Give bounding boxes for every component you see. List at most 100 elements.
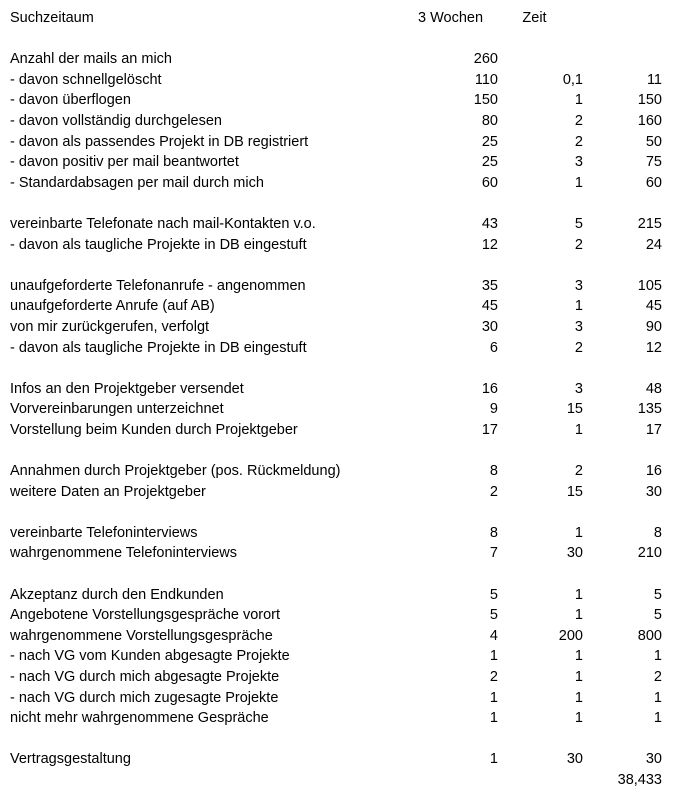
row-label <box>10 729 418 750</box>
total-time-cell <box>583 29 662 50</box>
total-time-cell: 75 <box>645 154 662 171</box>
time-per-item-cell: 1 <box>574 586 583 603</box>
total-time-cell: 210 <box>637 545 662 562</box>
total-time-cell: 8 <box>653 524 662 541</box>
time-per-item-cell <box>498 49 583 70</box>
time-per-item-cell: 1 <box>574 298 583 315</box>
row-label <box>10 440 418 461</box>
table-row: Angebotene Vorstellungsgespräche vorort … <box>10 605 674 626</box>
count-3-wochen-cell: 25 <box>481 154 498 171</box>
row-label <box>10 502 418 523</box>
count-3-wochen-cell: 2 <box>489 669 498 685</box>
row-label: von mir zurückgerufen, verfolgt <box>10 318 210 335</box>
total-time-cell: 135 <box>637 401 662 418</box>
count-3-wochen-cell: 16 <box>481 380 498 397</box>
row-label: wahrgenommene Vorstellungsgespräche <box>10 627 273 644</box>
total-time-cell <box>583 729 662 750</box>
table-row: Vorvereinbarungen unterzeichnet 9 15 135 <box>10 399 674 420</box>
count-3-wochen-cell: 8 <box>489 524 498 541</box>
table-row <box>10 193 674 214</box>
row-label: - nach VG vom Kunden abgesagte Projekte <box>10 648 290 665</box>
count-3-wochen-cell: 35 <box>481 277 498 294</box>
time-per-item-cell: 2 <box>574 463 583 480</box>
time-per-item-cell <box>498 564 583 585</box>
time-per-item-cell: 1 <box>574 607 583 624</box>
time-per-item-cell: 30 <box>566 751 583 768</box>
count-3-wochen-cell: 17 <box>481 421 498 438</box>
time-per-item-cell: 3 <box>574 277 583 294</box>
row-label: - davon schnellgelöscht <box>10 71 162 88</box>
row-label: Vorvereinbarungen unterzeichnet <box>10 401 224 418</box>
header-search-period-label: Suchzeitaum <box>10 10 94 26</box>
time-per-item-cell: 2 <box>574 339 583 356</box>
total-time-cell: 105 <box>637 277 662 294</box>
table-row <box>10 564 674 585</box>
count-3-wochen-cell <box>418 193 498 214</box>
count-3-wochen-cell <box>418 29 498 50</box>
row-label: - davon als taugliche Projekte in DB ein… <box>10 236 307 253</box>
table-row <box>10 29 674 50</box>
header-col-zeit: Zeit <box>522 10 547 26</box>
total-time-cell: 50 <box>645 133 662 150</box>
total-time-cell: 12 <box>645 339 662 356</box>
total-time-cell: 60 <box>645 174 662 191</box>
header-row: Suchzeitaum 3 Wochen Zeit <box>10 8 674 29</box>
row-label <box>10 29 418 50</box>
table-row: vereinbarte Telefoninterviews 8 1 8 <box>10 523 674 544</box>
total-time-cell: 45 <box>645 298 662 315</box>
count-3-wochen-cell: 2 <box>489 483 498 500</box>
total-time-cell: 17 <box>645 421 662 438</box>
row-label: Vorstellung beim Kunden durch Projektgeb… <box>10 421 298 438</box>
total-time-cell <box>583 440 662 461</box>
table-row: - nach VG durch mich zugesagte Projekte … <box>10 688 674 709</box>
time-per-item-cell: 3 <box>574 154 583 171</box>
time-per-item-cell <box>498 729 583 750</box>
total-time-cell: 30 <box>645 751 662 768</box>
time-per-item-cell <box>498 255 583 276</box>
row-label: nicht mehr wahrgenommene Gespräche <box>10 710 269 727</box>
total-time-cell: 16 <box>645 463 662 480</box>
row-label <box>10 770 418 791</box>
table-row: wahrgenommene Telefoninterviews 7 30 210 <box>10 543 674 564</box>
time-per-item-cell: 1 <box>574 524 583 541</box>
count-3-wochen-cell <box>418 729 498 750</box>
time-per-item-cell: 2 <box>574 133 583 150</box>
time-per-item-cell <box>498 440 583 461</box>
row-label: Akzeptanz durch den Endkunden <box>10 586 224 603</box>
time-per-item-cell: 1 <box>574 92 583 109</box>
table-row: Vorstellung beim Kunden durch Projektgeb… <box>10 420 674 441</box>
table-row: - davon als taugliche Projekte in DB ein… <box>10 235 674 256</box>
time-per-item-cell <box>498 29 583 50</box>
row-label: Angebotene Vorstellungsgespräche vorort <box>10 607 281 624</box>
count-3-wochen-cell: 260 <box>473 51 498 68</box>
total-time-cell: 5 <box>653 586 662 603</box>
total-time-cell: 48 <box>645 380 662 397</box>
total-time-cell <box>583 564 662 585</box>
table-row: - nach VG vom Kunden abgesagte Projekte … <box>10 646 674 667</box>
total-time-cell <box>583 49 662 70</box>
time-per-item-cell <box>498 193 583 214</box>
time-per-item-cell: 1 <box>574 648 583 665</box>
count-3-wochen-cell: 1 <box>489 648 498 665</box>
table-row: - davon vollständig durchgelesen 80 2 16… <box>10 111 674 132</box>
total-time-cell: 150 <box>637 92 662 109</box>
time-per-item-cell: 2 <box>574 112 583 129</box>
table-row: 38,433 <box>10 770 674 791</box>
count-3-wochen-cell: 6 <box>489 339 498 356</box>
time-per-item-cell: 15 <box>566 401 583 418</box>
count-3-wochen-cell <box>418 502 498 523</box>
count-3-wochen-cell: 43 <box>481 215 498 232</box>
row-label: - Standardabsagen per mail durch mich <box>10 174 264 191</box>
total-time-cell: 24 <box>645 236 662 253</box>
count-3-wochen-cell: 7 <box>489 545 498 562</box>
count-3-wochen-cell: 5 <box>489 586 498 603</box>
row-label: vereinbarte Telefonate nach mail-Kontakt… <box>10 215 316 232</box>
count-3-wochen-cell: 110 <box>474 71 498 88</box>
table-row: unaufgeforderte Telefonanrufe - angenomm… <box>10 276 674 297</box>
time-per-item-cell: 3 <box>574 380 583 397</box>
time-per-item-cell: 1 <box>574 421 583 438</box>
total-time-cell <box>583 358 662 379</box>
time-per-item-cell: 15 <box>566 483 583 500</box>
total-time-cell: 160 <box>637 112 662 129</box>
